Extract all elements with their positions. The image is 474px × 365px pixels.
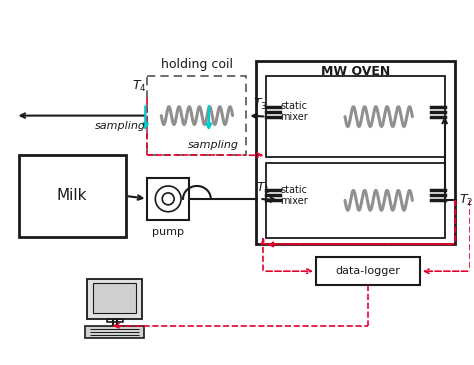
Text: $T_3$: $T_3$ [253,97,268,112]
Text: Milk: Milk [57,188,87,203]
Circle shape [155,186,181,212]
Text: $T_1$: $T_1$ [256,181,271,196]
Bar [93,283,137,313]
Text: sampling: sampling [188,140,239,150]
Circle shape [162,193,174,205]
Text: $T_4$: $T_4$ [132,79,147,95]
Bar [316,257,420,285]
Text: data-logger: data-logger [336,266,401,276]
Text: sampling: sampling [95,120,146,131]
Bar [266,76,445,157]
Bar [18,155,126,237]
Bar [147,76,246,155]
Bar [266,163,445,238]
Bar [256,61,455,245]
Text: MW OVEN: MW OVEN [321,65,390,78]
Text: pump: pump [152,227,184,237]
Bar [147,178,189,220]
Text: $T_2$: $T_2$ [459,193,474,208]
Bar [87,279,142,319]
Text: holding coil: holding coil [161,58,233,70]
Text: static
mixer: static mixer [280,185,308,206]
Bar [85,326,145,338]
Text: static
mixer: static mixer [280,101,308,122]
